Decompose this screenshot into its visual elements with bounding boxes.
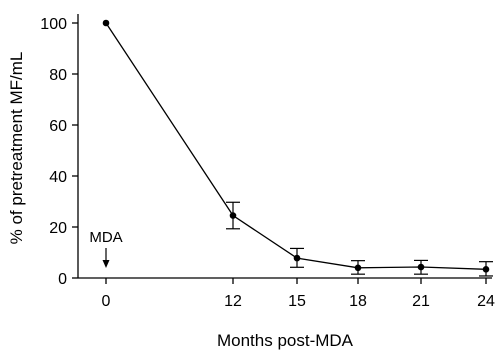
y-tick-label: 80 — [49, 67, 67, 84]
data-point — [482, 266, 490, 273]
x-tick-label: 12 — [224, 293, 242, 310]
x-axis-title: Months post-MDA — [217, 331, 354, 350]
y-tick-label: 0 — [58, 271, 67, 288]
x-tick-label: 15 — [288, 293, 306, 310]
data-point — [229, 212, 237, 219]
mda-annotation-label: MDA — [89, 229, 122, 246]
x-tick-label: 0 — [102, 293, 111, 310]
data-point — [354, 264, 362, 272]
x-tick-label: 18 — [349, 293, 367, 310]
x-axis-ticks: 0 12 15 18 21 24 — [102, 278, 495, 310]
y-axis-title: % of pretreatment MF/mL — [7, 52, 26, 245]
x-tick-label: 24 — [477, 293, 495, 310]
y-tick-label: 100 — [40, 16, 67, 33]
y-tick-label: 20 — [49, 220, 67, 237]
series-line — [105, 22, 487, 270]
series-layer — [102, 19, 493, 277]
data-point — [102, 19, 110, 27]
mda-arrow-head — [102, 260, 110, 268]
y-tick-label: 40 — [49, 169, 67, 186]
y-axis-ticks: 0 20 40 60 80 100 — [40, 16, 78, 288]
data-point — [293, 254, 301, 262]
data-point — [417, 263, 425, 271]
annotation-layer: MDA — [89, 229, 123, 268]
x-tick-label: 21 — [412, 293, 430, 310]
y-tick-label: 60 — [49, 118, 67, 135]
